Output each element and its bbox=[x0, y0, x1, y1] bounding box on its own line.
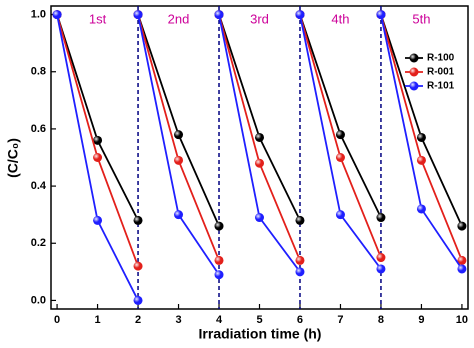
x-tick-label: 0 bbox=[54, 314, 60, 326]
point-highlight bbox=[457, 264, 467, 274]
legend-label: R-001 bbox=[427, 67, 455, 78]
x-tick-label: 1 bbox=[94, 314, 100, 326]
point-highlight bbox=[174, 130, 184, 140]
point-highlight bbox=[133, 261, 143, 271]
point-highlight bbox=[457, 221, 467, 231]
point-highlight bbox=[214, 221, 224, 231]
x-tick-label: 10 bbox=[456, 314, 468, 326]
x-tick-label: 4 bbox=[216, 314, 223, 326]
point-highlight bbox=[376, 10, 386, 20]
legend-label: R-101 bbox=[427, 81, 455, 92]
point-highlight bbox=[52, 10, 62, 20]
point-highlight bbox=[295, 255, 305, 265]
point-highlight bbox=[214, 270, 224, 280]
y-axis-label: (C/C₀) bbox=[5, 138, 21, 178]
x-tick-label: 9 bbox=[418, 314, 424, 326]
legend-marker-highlight bbox=[409, 67, 419, 77]
point-highlight bbox=[255, 158, 264, 168]
point-highlight bbox=[174, 155, 184, 165]
plot-frame bbox=[50, 5, 469, 310]
point-highlight bbox=[416, 204, 426, 214]
point-highlight bbox=[93, 153, 103, 162]
x-tick-label: 2 bbox=[135, 314, 141, 326]
point-highlight bbox=[295, 10, 305, 20]
x-tick-label: 7 bbox=[337, 314, 343, 326]
legend-marker-highlight bbox=[409, 53, 419, 63]
point-highlight bbox=[93, 215, 103, 225]
x-axis-label: Irradiation time (h) bbox=[199, 326, 322, 342]
point-highlight bbox=[295, 267, 305, 277]
point-highlight bbox=[255, 132, 264, 142]
legend-marker-highlight bbox=[409, 81, 419, 91]
legend-label: R-100 bbox=[427, 53, 455, 64]
series-line bbox=[56, 14, 463, 301]
point-highlight bbox=[255, 213, 264, 223]
y-tick-label: 0.4 bbox=[31, 180, 47, 192]
x-tick-label: 8 bbox=[378, 314, 384, 326]
point-highlight bbox=[295, 215, 305, 225]
cycle-label: 4th bbox=[331, 11, 349, 26]
point-highlight bbox=[133, 295, 143, 305]
x-tick-label: 3 bbox=[175, 314, 181, 326]
point-highlight bbox=[214, 10, 224, 20]
y-tick-label: 1.0 bbox=[31, 8, 46, 20]
point-highlight bbox=[335, 130, 345, 140]
point-highlight bbox=[335, 153, 345, 162]
y-tick-label: 0.0 bbox=[31, 294, 46, 306]
y-tick-label: 0.8 bbox=[31, 66, 46, 78]
y-tick-label: 0.6 bbox=[31, 123, 46, 135]
point-highlight bbox=[214, 255, 224, 265]
point-highlight bbox=[335, 210, 345, 220]
point-highlight bbox=[457, 255, 467, 265]
point-highlight bbox=[416, 155, 426, 165]
point-highlight bbox=[133, 215, 143, 225]
point-highlight bbox=[416, 132, 426, 142]
cycle-label: 3rd bbox=[250, 11, 269, 26]
x-tick-label: 6 bbox=[297, 314, 303, 326]
series-line bbox=[56, 14, 463, 227]
point-highlight bbox=[376, 264, 386, 274]
point-highlight bbox=[133, 10, 143, 20]
y-tick-label: 0.2 bbox=[31, 237, 46, 249]
x-tick-label: 5 bbox=[256, 314, 262, 326]
cycle-label: 1st bbox=[89, 11, 107, 26]
point-highlight bbox=[376, 253, 386, 263]
point-highlight bbox=[174, 210, 184, 220]
cycle-label: 5th bbox=[412, 11, 430, 26]
point-highlight bbox=[93, 135, 103, 145]
cycle-label: 2nd bbox=[168, 11, 190, 26]
point-highlight bbox=[376, 213, 386, 223]
